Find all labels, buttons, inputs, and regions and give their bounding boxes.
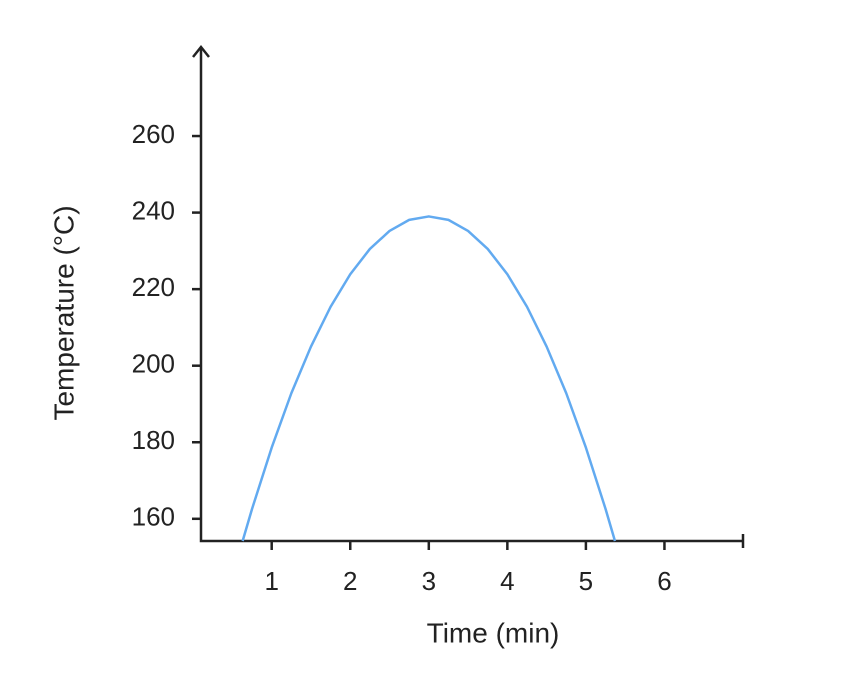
- x-axis-title: Time (min): [427, 617, 560, 648]
- x-tick-label: 1: [264, 566, 278, 596]
- y-axis-title: Temperature (°C): [48, 205, 79, 420]
- y-tick-label: 260: [132, 119, 175, 149]
- y-tick-label: 180: [132, 425, 175, 455]
- x-tick-label: 3: [422, 566, 436, 596]
- x-tick-label: 4: [500, 566, 514, 596]
- line-series: [241, 215, 617, 542]
- y-tick-label: 200: [132, 349, 175, 379]
- axes: [199, 48, 743, 543]
- x-tick-label: 2: [343, 566, 357, 596]
- y-tick-label: 220: [132, 272, 175, 302]
- y-axis-arrow: [192, 44, 210, 58]
- x-tick-label: 5: [579, 566, 593, 596]
- y-tick-label: 160: [132, 502, 175, 532]
- x-tick-label: 6: [657, 566, 671, 596]
- y-tick-label: 240: [132, 195, 175, 225]
